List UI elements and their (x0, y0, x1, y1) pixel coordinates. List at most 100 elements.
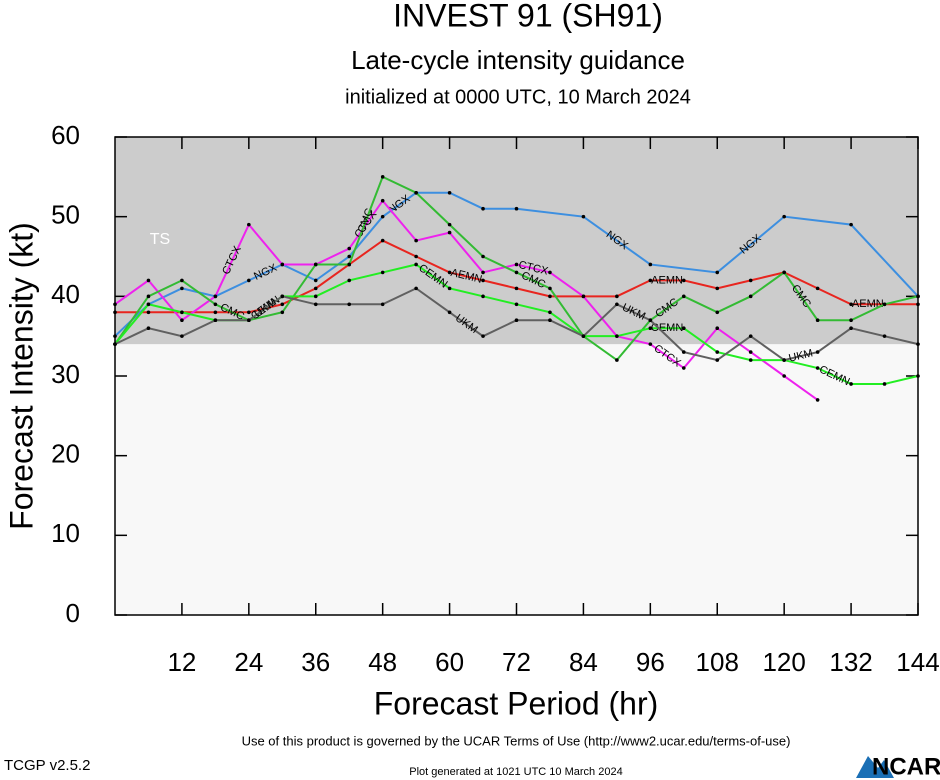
point (548, 286, 552, 291)
point (648, 342, 653, 346)
band-label: TS (150, 231, 170, 248)
point (146, 294, 151, 299)
point (882, 302, 887, 307)
point (715, 286, 720, 291)
point (313, 294, 318, 299)
point (347, 254, 352, 259)
point (681, 350, 686, 354)
point (581, 334, 586, 338)
x-tick-label: 84 (569, 647, 598, 677)
point (247, 222, 251, 227)
point (447, 230, 452, 235)
point (581, 214, 586, 219)
point (247, 278, 251, 283)
point (815, 366, 820, 370)
point (648, 326, 653, 331)
x-tick-label: 132 (829, 647, 872, 677)
point (213, 302, 218, 307)
point (815, 318, 820, 323)
y-tick-label: 40 (51, 279, 80, 309)
y-tick-label: 60 (51, 120, 80, 150)
y-tick-label: 30 (51, 359, 80, 389)
point (715, 310, 720, 315)
logo-mark (856, 756, 894, 778)
point (648, 262, 653, 267)
point (548, 318, 552, 323)
point (815, 398, 820, 402)
point (481, 206, 485, 211)
point (648, 318, 653, 323)
point (146, 310, 151, 315)
point (414, 254, 418, 259)
point (313, 286, 318, 291)
point (313, 278, 318, 283)
point (681, 278, 686, 283)
point (213, 310, 218, 315)
point (481, 254, 485, 259)
point (347, 246, 352, 251)
point (481, 278, 485, 283)
point (481, 334, 485, 338)
point (815, 286, 820, 291)
x-tick-label: 120 (762, 647, 805, 677)
series-label: AEMN (651, 274, 683, 286)
y-tick-label: 50 (51, 200, 80, 230)
point (414, 286, 418, 291)
point (447, 310, 452, 315)
point (615, 294, 619, 299)
point (280, 294, 285, 299)
point (514, 270, 519, 275)
point (748, 294, 753, 299)
point (180, 318, 184, 323)
series-label: CEMN (651, 322, 683, 334)
point (849, 382, 853, 386)
point (414, 190, 418, 195)
point (548, 270, 552, 275)
point (782, 270, 786, 275)
point (146, 326, 151, 331)
point (347, 262, 352, 267)
point (748, 334, 753, 338)
point (615, 358, 619, 362)
point (447, 270, 452, 275)
point (380, 198, 385, 203)
point (882, 382, 887, 386)
chart-subtitle: Late-cycle intensity guidance (351, 45, 685, 75)
x-tick-label: 96 (636, 647, 665, 677)
point (347, 302, 352, 307)
chart-title: INVEST 91 (SH91) (393, 0, 663, 33)
point (514, 262, 519, 267)
point (180, 310, 184, 315)
ts-band (115, 137, 918, 345)
point (514, 302, 519, 307)
point (782, 214, 786, 219)
point (313, 262, 318, 267)
point (681, 326, 686, 331)
point (514, 286, 519, 291)
point (748, 278, 753, 283)
x-tick-label: 108 (696, 647, 739, 677)
point (313, 302, 318, 307)
series-line (114, 199, 819, 401)
point (447, 222, 452, 227)
y-tick-label: 20 (51, 439, 80, 469)
point (548, 294, 552, 299)
terms-footer: Use of this product is governed by the U… (242, 733, 791, 748)
point (782, 374, 786, 378)
series-label: UKM (788, 347, 815, 364)
point (380, 302, 385, 307)
x-tick-label: 12 (167, 647, 196, 677)
generated-note: Plot generated at 1021 UTC 10 March 2024 (409, 766, 622, 778)
point (180, 286, 184, 291)
point (146, 278, 151, 283)
point (615, 302, 619, 307)
y-axis-label: Forecast Intensity (kt) (3, 222, 39, 530)
point (447, 190, 452, 195)
point (681, 294, 686, 299)
point (615, 334, 619, 338)
point (882, 334, 887, 338)
x-tick-label: 24 (234, 647, 263, 677)
point (648, 278, 653, 283)
point (849, 318, 853, 323)
